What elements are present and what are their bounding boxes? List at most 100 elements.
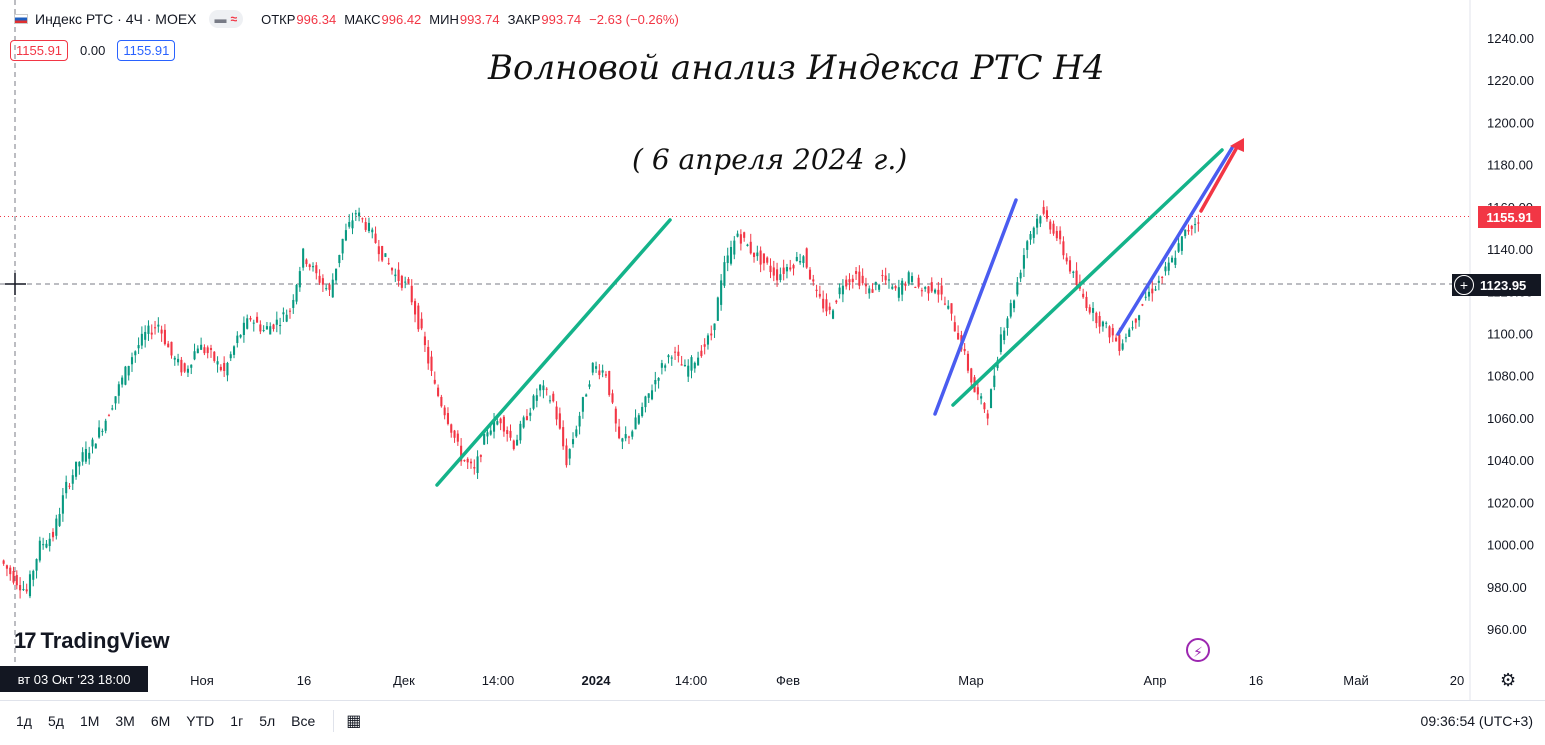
candle-body (710, 333, 713, 336)
candle-body (496, 421, 499, 425)
candle-body (42, 544, 45, 546)
indicator-pill[interactable]: ▬ ≈ (208, 10, 244, 28)
candle-body (700, 350, 703, 357)
candle-body (9, 567, 12, 575)
candle-body (117, 384, 120, 396)
candle-body (660, 363, 663, 368)
tradingview-logo[interactable]: 17 TradingView (14, 628, 170, 654)
candle-body (209, 348, 213, 350)
candle-body (302, 248, 305, 268)
candle-body (1085, 296, 1088, 309)
range-5y[interactable]: 5л (259, 713, 276, 729)
candle-body (437, 387, 440, 396)
buy-button[interactable]: 1155.91 (117, 39, 176, 61)
candle-body (851, 278, 854, 282)
candle-body (318, 275, 321, 283)
range-ytd[interactable]: YTD (186, 713, 215, 729)
candle-body (934, 289, 937, 293)
candle-body (815, 289, 818, 291)
candle-body (608, 370, 611, 395)
candle-body (966, 353, 970, 371)
candle-body (190, 364, 193, 368)
candle-body (216, 361, 219, 365)
candle-body (907, 272, 910, 284)
calendar-icon[interactable]: ▦ (346, 713, 362, 730)
candle-body (1118, 334, 1121, 351)
range-all[interactable]: Все (291, 713, 316, 729)
candle-body (917, 277, 920, 287)
candle-body (1072, 271, 1075, 273)
tradingview-logo-text: TradingView (40, 628, 170, 653)
candle-body (170, 341, 173, 356)
candle-body (828, 306, 831, 311)
candle-body (282, 312, 285, 315)
candle-body (713, 323, 716, 331)
candle-body (1134, 318, 1137, 323)
candle-body (548, 400, 552, 402)
candle-body (71, 475, 74, 484)
candle-body (884, 275, 887, 281)
minus-icon[interactable]: ▬ (214, 12, 227, 26)
wave-icon[interactable]: ≈ (230, 12, 238, 26)
crosshair-date-tag: вт 03 Окт '23 18:00 (0, 666, 148, 692)
add-alert-icon[interactable]: + (1454, 275, 1474, 295)
candle-body (1042, 206, 1045, 214)
candle-body (361, 218, 364, 220)
candle-body (127, 366, 130, 376)
candle-body (285, 314, 288, 322)
y-tick-label: 1140.00 (1487, 242, 1533, 257)
candle-body (631, 431, 634, 437)
crosshair-price-tag[interactable]: + 1123.95 (1452, 274, 1541, 296)
candle-body (1032, 227, 1035, 238)
bottom-toolbar: 1д 5д 1M 3M 6M YTD 1г 5л Все ▦ 09:36:54 … (0, 700, 1545, 741)
candle-body (1115, 337, 1118, 342)
candle-body (295, 284, 298, 302)
range-1y[interactable]: 1г (230, 713, 244, 729)
candle-body (772, 267, 775, 276)
blue-trendline[interactable] (933, 198, 1018, 416)
chart-area[interactable]: 1240.001220.001200.001180.001160.001140.… (0, 0, 1545, 700)
candle-body (792, 265, 795, 269)
symbol-title[interactable]: Индекс РТС · 4Ч · MOEX (35, 11, 197, 27)
ohlc-open-value: 996.34 (296, 11, 337, 27)
candle-body (831, 310, 835, 319)
gear-icon[interactable]: ⚙ (1500, 670, 1517, 690)
sell-button[interactable]: 1155.91 (10, 39, 69, 61)
range-3m[interactable]: 3M (115, 713, 135, 729)
red-arrow-head-icon (1230, 138, 1244, 152)
candle-body (502, 416, 505, 432)
lightning-icon[interactable]: ⚡ (1186, 638, 1210, 662)
chart-title: Волновой анализ Индекса РТС Н4 (488, 48, 1105, 88)
candle-body (516, 439, 519, 446)
candle-body (789, 267, 792, 270)
range-6m[interactable]: 6M (150, 713, 171, 729)
blue-trendline[interactable] (1116, 146, 1234, 336)
candle-body (223, 362, 226, 371)
candle-body (980, 396, 983, 399)
candle-body (529, 412, 532, 416)
candle-body (720, 280, 723, 305)
red-arrow-line[interactable] (1199, 147, 1238, 213)
candle-body (298, 271, 301, 288)
candle-body (486, 432, 489, 437)
range-1d[interactable]: 1д (16, 713, 32, 729)
candle-body (387, 263, 390, 265)
candle-body (650, 390, 654, 400)
candle-body (203, 347, 206, 354)
candle-body (1006, 318, 1009, 329)
green-trendline[interactable] (435, 218, 672, 487)
candle-body (976, 387, 979, 395)
candle-body (848, 279, 851, 283)
candle-body (98, 427, 101, 438)
candle-body (1154, 289, 1157, 291)
clock[interactable]: 09:36:54 (UTC+3) (1420, 713, 1533, 729)
candle-body (371, 229, 374, 233)
candle-body (1026, 241, 1029, 250)
x-tick-label: Фев (775, 673, 801, 688)
candle-body (647, 393, 650, 398)
candle-body (367, 222, 371, 232)
range-1m[interactable]: 1M (79, 713, 100, 729)
candle-body (404, 281, 407, 283)
green-trendline[interactable] (951, 148, 1224, 407)
range-5d[interactable]: 5д (47, 713, 64, 729)
